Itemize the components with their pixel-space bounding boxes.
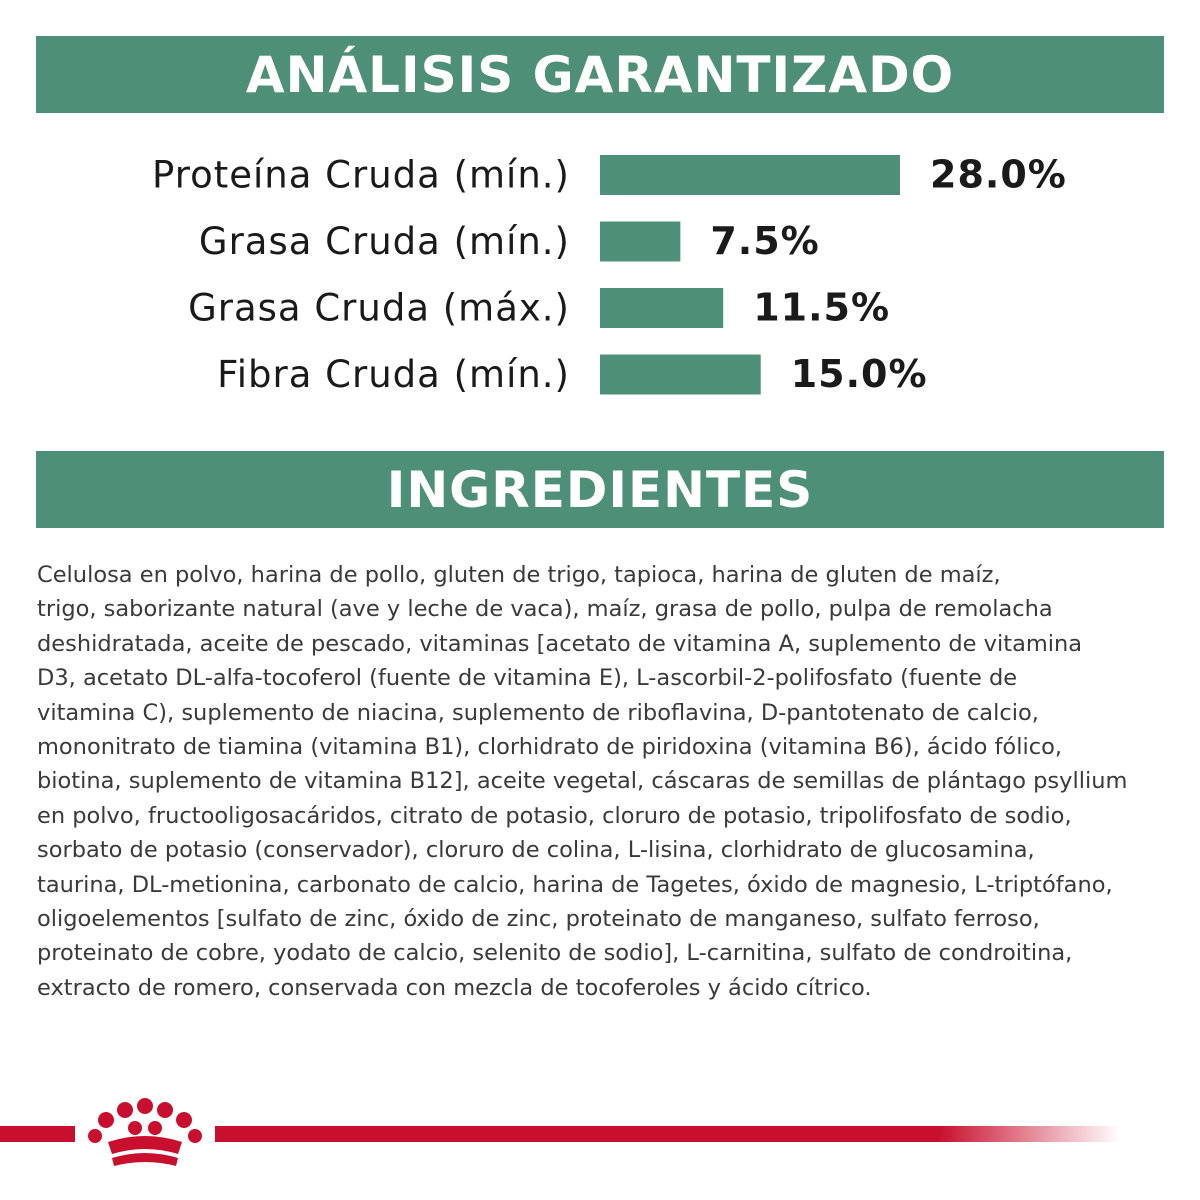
category-label: Proteína Cruda (mín.) xyxy=(152,154,570,197)
ingredients-line: biotina, suplemento de vitamina B12], ac… xyxy=(37,768,1128,795)
ingredients-line: en polvo, fructooligosacáridos, citrato … xyxy=(37,802,1072,829)
section-header: ANÁLISIS GARANTIZADO xyxy=(36,36,1164,113)
bar xyxy=(600,354,761,395)
ingredients-line: Celulosa en polvo, harina de pollo, glut… xyxy=(37,562,1001,588)
ingredients-line: mononitrato de tiamina (vitamina B1), cl… xyxy=(37,734,1062,761)
footer-line xyxy=(215,1126,1120,1142)
category-label: Grasa Cruda (máx.) xyxy=(188,287,570,330)
chart: Proteína Cruda (mín.) 28.0% Grasa Cruda (m… xyxy=(152,153,1067,397)
ingredients-line: oligoelementos [sulfato de zinc, óxido d… xyxy=(37,906,1040,933)
ingredients-line: vitamina C), suplemento de niacina, supl… xyxy=(37,699,1039,726)
ingredients-line: deshidratada, aceite de pescado, vitamin… xyxy=(37,630,1083,657)
ingredients-line: proteinato de cobre, yodato de calcio, s… xyxy=(37,940,1073,967)
value-label: 7.5% xyxy=(710,219,819,263)
category-label: Fibra Cruda (mín.) xyxy=(217,353,570,396)
ingredients-line: sorbato de potasio (conservador), clorur… xyxy=(37,837,1035,864)
ingredients-line: D3, acetato DL-alfa-tocoferol (fuente de… xyxy=(37,665,1018,692)
ingredients-line: extracto de romero, conservada con mezcl… xyxy=(37,974,872,1001)
logo xyxy=(88,1098,202,1166)
brand-footer xyxy=(0,1098,1120,1166)
ingredients-line: trigo, saborizante natural (ave y leche … xyxy=(37,596,1053,623)
category-label: Grasa Cruda (mín.) xyxy=(199,220,570,263)
footer-line xyxy=(0,1126,75,1142)
ingredients-text: Celulosa en polvo, harina de pollo, glut… xyxy=(37,558,1177,1005)
bar xyxy=(600,221,681,262)
value-label: 15.0% xyxy=(791,352,928,396)
bar xyxy=(600,288,724,328)
value-label: 11.5% xyxy=(753,286,890,330)
bar xyxy=(600,155,900,195)
value-label: 28.0% xyxy=(930,153,1067,197)
section-header: INGREDIENTES xyxy=(36,451,1164,528)
ingredients-line: taurina, DL-metionina, carbonato de calc… xyxy=(37,871,1113,898)
